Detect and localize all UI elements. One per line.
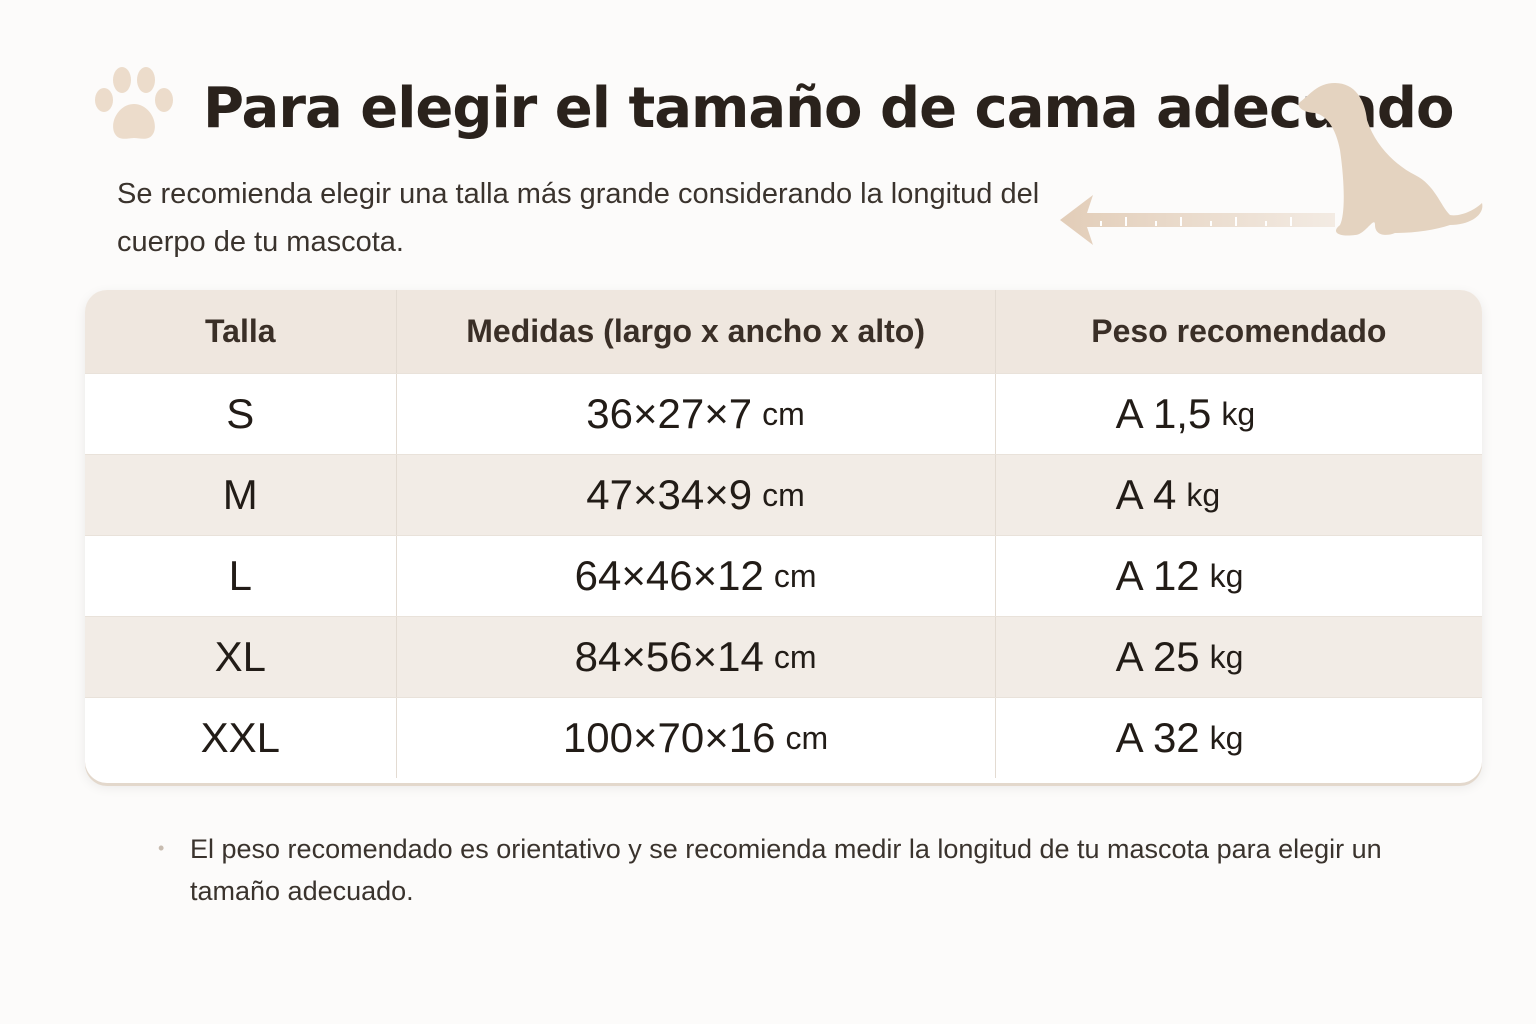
weight-value: A 32 (1115, 714, 1200, 761)
footnote: El peso recomendado es orientativo y se … (190, 834, 1382, 906)
weight-value: A 12 (1115, 552, 1200, 599)
dims-cell: 64×46×12 cm (397, 536, 996, 616)
weight-unit: kg (1209, 719, 1244, 756)
table-row: XXL 100×70×16 cm A 32 kg (85, 697, 1482, 778)
size-cell: XXL (85, 698, 397, 778)
dims-unit: cm (785, 719, 829, 756)
table-row: S 36×27×7 cm A 1,5 kg (85, 373, 1482, 454)
table-row: M 47×34×9 cm A 4 kg (85, 454, 1482, 535)
dims-value: 36×27×7 (586, 390, 753, 437)
table-row: XL 84×56×14 cm A 25 kg (85, 616, 1482, 697)
dims-cell: 36×27×7 cm (397, 374, 996, 454)
dims-value: 47×34×9 (586, 471, 753, 518)
header-size: Talla (85, 290, 397, 373)
dims-cell: 100×70×16 cm (397, 698, 996, 778)
table-row: L 64×46×12 cm A 12 kg (85, 535, 1482, 616)
header-weight: Peso recomendado (1091, 313, 1387, 349)
weight-cell: A 1,5 kg (996, 374, 1482, 454)
bullet-icon: • (158, 838, 165, 858)
dims-unit: cm (762, 476, 805, 513)
dims-cell: 47×34×9 cm (397, 455, 996, 535)
subtitle: Se recomienda elegir una talla más grand… (117, 178, 1040, 258)
size-cell: S (85, 374, 397, 454)
dims-unit: cm (773, 557, 817, 594)
paw-icon (95, 67, 173, 139)
dog-measure-illustration (1060, 83, 1483, 245)
size-cell: XL (85, 617, 397, 697)
dims-unit: cm (773, 638, 817, 675)
size-table: Talla Medidas (largo x ancho x alto) Pes… (85, 290, 1482, 783)
table-header: Talla Medidas (largo x ancho x alto) Pes… (85, 290, 1482, 373)
dims-unit: cm (762, 395, 805, 432)
dims-value: 64×46×12 (574, 552, 764, 599)
size-cell: M (85, 455, 397, 535)
weight-value: A 1,5 (1115, 390, 1212, 437)
header-dimensions: Medidas (largo x ancho x alto) (397, 290, 996, 373)
dims-value: 100×70×16 (562, 714, 776, 761)
weight-unit: kg (1221, 395, 1256, 432)
weight-value: A 25 (1115, 633, 1200, 680)
weight-unit: kg (1209, 638, 1244, 675)
weight-value: A 4 (1115, 471, 1177, 518)
dims-cell: 84×56×14 cm (397, 617, 996, 697)
page-title: Para elegir el tamaño de cama adecuado (203, 76, 1454, 141)
weight-cell: A 4 kg (996, 455, 1482, 535)
weight-cell: A 12 kg (996, 536, 1482, 616)
weight-cell: A 32 kg (996, 698, 1482, 778)
weight-cell: A 25 kg (996, 617, 1482, 697)
weight-unit: kg (1209, 557, 1244, 594)
dims-value: 84×56×14 (574, 633, 764, 680)
weight-unit: kg (1186, 476, 1221, 513)
size-cell: L (85, 536, 397, 616)
